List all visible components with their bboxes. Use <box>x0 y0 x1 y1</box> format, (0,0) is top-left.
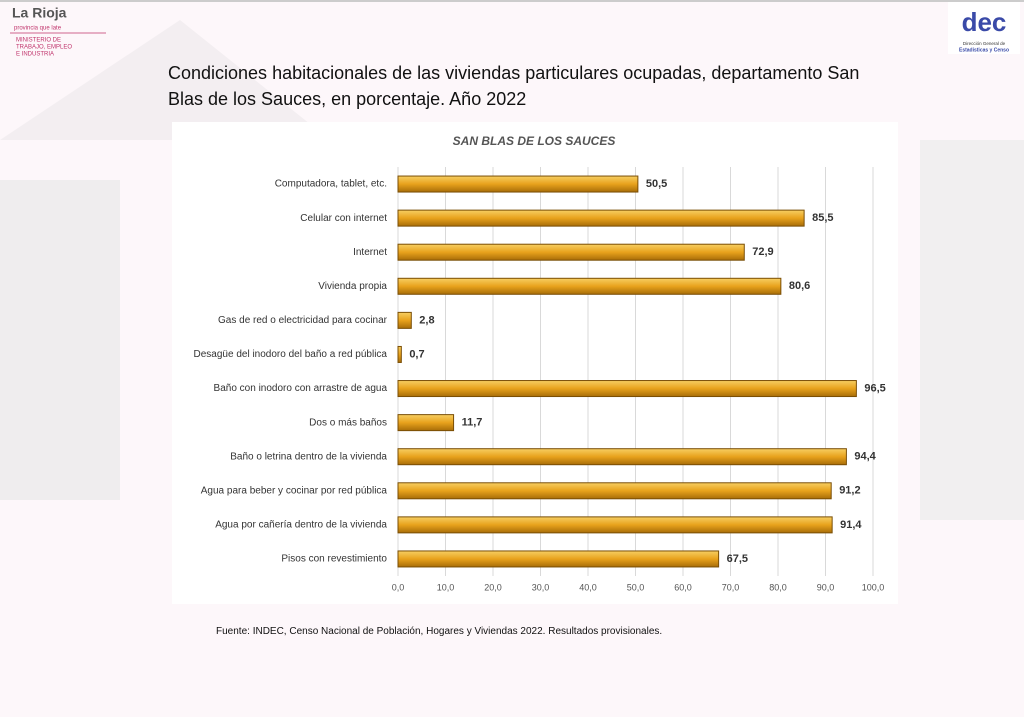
value-label: 94,4 <box>854 451 876 463</box>
logo-text: La Rioja <box>12 5 67 21</box>
x-tick-label: 60,0 <box>674 582 692 592</box>
value-label: 91,2 <box>839 485 860 497</box>
logo-text: dec <box>962 7 1007 37</box>
y-tick-label: Agua por cañería dentro de la vivienda <box>215 520 387 531</box>
value-label: 0,7 <box>409 348 424 360</box>
logo-left: La Rioja provincia que late MINISTERIO D… <box>10 5 106 58</box>
y-tick-label: Celular con internet <box>300 213 387 224</box>
logo-text: provincia que late <box>14 26 62 32</box>
y-tick-label: Desagüe del inodoro del baño a red públi… <box>194 349 388 360</box>
logo-text: E INDUSTRIA <box>16 52 54 58</box>
x-tick-label: 20,0 <box>484 582 502 592</box>
y-tick-label: Dos o más baños <box>309 417 387 428</box>
logo-text: TRABAJO, EMPLEO <box>16 45 72 51</box>
logo-text: MINISTERIO DE <box>16 38 61 44</box>
bar <box>397 277 782 295</box>
value-label: 91,4 <box>840 519 862 531</box>
bar <box>397 311 412 329</box>
value-label: 72,9 <box>752 246 773 258</box>
x-tick-label: 80,0 <box>769 582 787 592</box>
bar <box>397 209 805 227</box>
slide-title: Condiciones habitacionales de las vivien… <box>168 63 860 109</box>
source-note: Fuente: INDEC, Censo Nacional de Poblaci… <box>216 626 663 637</box>
y-tick-label: Computadora, tablet, etc. <box>275 179 387 190</box>
x-tick-label: 100,0 <box>862 582 885 592</box>
bar <box>397 345 402 363</box>
value-label: 96,5 <box>864 382 885 394</box>
bar <box>397 414 455 432</box>
x-tick-label: 90,0 <box>817 582 835 592</box>
y-tick-label: Baño con inodoro con arrastre de agua <box>214 383 388 394</box>
y-tick-label: Gas de red o electricidad para cocinar <box>218 315 388 326</box>
bar <box>397 448 847 466</box>
value-label: 50,5 <box>646 178 667 190</box>
value-label: 80,6 <box>789 280 810 292</box>
y-tick-label: Agua para beber y cocinar por red públic… <box>201 485 388 496</box>
x-tick-label: 0,0 <box>392 582 405 592</box>
x-tick-label: 50,0 <box>627 582 645 592</box>
x-tick-label: 70,0 <box>722 582 740 592</box>
y-tick-label: Baño o letrina dentro de la vivienda <box>230 451 387 462</box>
y-tick-label: Internet <box>353 247 387 258</box>
value-label: 67,5 <box>727 553 748 565</box>
bar <box>397 175 639 193</box>
value-label: 85,5 <box>812 212 833 224</box>
x-tick-label: 40,0 <box>579 582 597 592</box>
value-label: 2,8 <box>419 314 434 326</box>
value-label: 11,7 <box>462 417 483 429</box>
chart-subtitle: SAN BLAS DE LOS SAUCES <box>453 134 616 148</box>
x-tick-label: 30,0 <box>532 582 550 592</box>
x-tick-label: 10,0 <box>437 582 455 592</box>
bar <box>397 516 833 534</box>
y-tick-label: Vivienda propia <box>318 281 387 292</box>
bar <box>397 243 745 261</box>
bar <box>397 550 720 568</box>
logo-text: Estadísticas y Censo <box>959 47 1009 53</box>
logo-right: dec Dirección General de Estadísticas y … <box>948 2 1020 54</box>
logo-text: Dirección General de <box>963 41 1006 46</box>
y-tick-label: Pisos con revestimiento <box>281 554 387 565</box>
bar <box>397 482 832 500</box>
bar <box>397 380 857 398</box>
